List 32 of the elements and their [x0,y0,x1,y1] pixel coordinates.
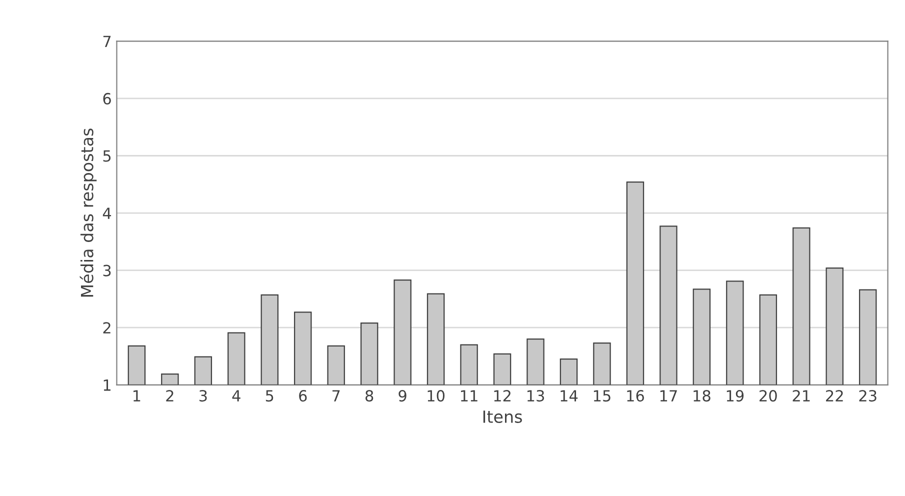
x-tick-label: 13 [527,390,544,402]
y-tick-label: 1 [104,380,110,391]
x-tick-label: 22 [826,390,843,402]
x-tick-label: 1 [134,390,140,402]
x-tick-label: 2 [166,390,174,402]
x-tick-label: 20 [760,390,777,402]
x-tick-label: 18 [694,390,710,402]
y-axis-title: Média das respostas [80,128,97,297]
x-tick-label: 4 [232,390,240,402]
x-tick-label: 12 [494,390,510,402]
y-tick-label: 4 [102,208,112,219]
y-tick-label: 5 [103,150,111,162]
x-tick-label: 6 [299,390,307,402]
x-tick-label: 23 [859,390,876,402]
y-tick-label: 2 [103,322,110,334]
x-tick-label: 14 [560,390,578,402]
x-tick-label: 10 [428,390,445,402]
x-tick-label: 8 [366,390,374,402]
x-tick-label: 17 [660,390,677,402]
x-tick-label: 15 [594,390,610,402]
x-tick-label: 3 [199,390,207,402]
x-tick-label: 21 [792,390,810,402]
y-tick-label: 7 [103,36,111,47]
y-tick-label: 3 [103,264,111,276]
x-axis-title: Itens [483,410,522,423]
x-tick-label: 11 [460,390,478,402]
x-tick-label: 16 [627,390,644,402]
x-tick-label: 7 [332,390,340,402]
x-tick-label: 9 [398,390,406,402]
y-tick-label: 6 [103,92,111,104]
x-tick-label: 5 [266,390,274,402]
x-tick-label: 19 [726,390,744,402]
